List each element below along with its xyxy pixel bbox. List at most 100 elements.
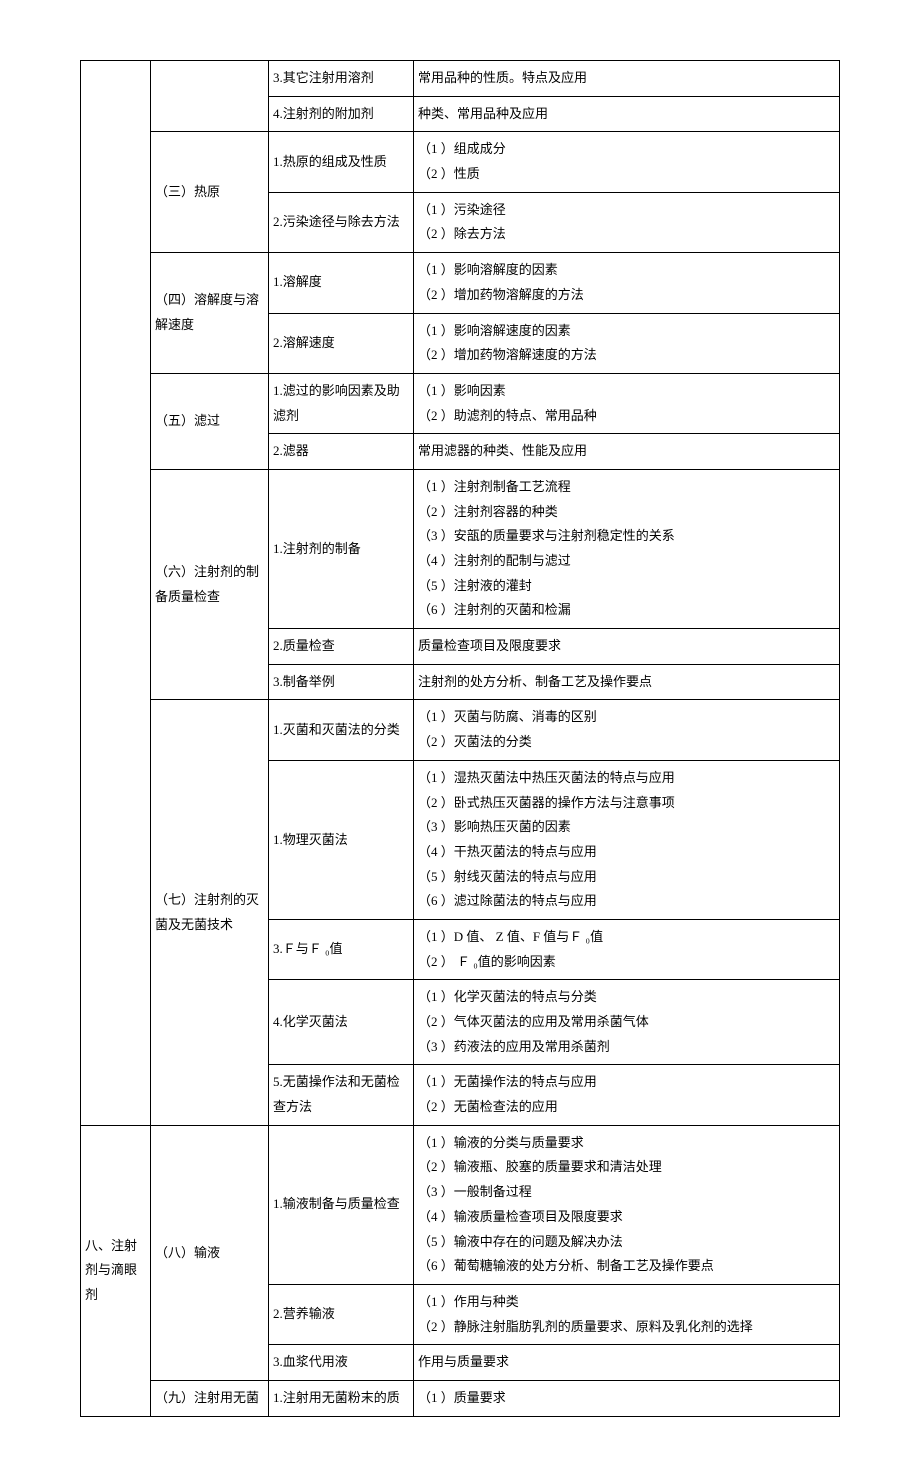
subsection-cell: （九）注射用无菌 bbox=[151, 1380, 269, 1416]
topic-cell: 1.注射剂的制备 bbox=[269, 469, 414, 628]
topic-cell: 4.注射剂的附加剂 bbox=[269, 96, 414, 132]
detail-line: （1 ）影响因素 bbox=[418, 379, 835, 404]
detail-line: 作用与质量要求 bbox=[418, 1350, 835, 1375]
subsection-cell: （八）输液 bbox=[151, 1125, 269, 1380]
detail-line: （2 ）无菌检查法的应用 bbox=[418, 1095, 835, 1120]
topic-cell: 3.其它注射用溶剂 bbox=[269, 61, 414, 97]
detail-cell: 注射剂的处方分析、制备工艺及操作要点 bbox=[414, 664, 840, 700]
section-cell: 八、注射剂与滴眼剂 bbox=[81, 1125, 151, 1416]
topic-cell: 1.溶解度 bbox=[269, 253, 414, 313]
topic-cell: 4.化学灭菌法 bbox=[269, 980, 414, 1065]
topic-cell: 2.滤器 bbox=[269, 434, 414, 470]
detail-line: （4 ）输液质量检查项目及限度要求 bbox=[418, 1205, 835, 1230]
detail-cell: （1 ）影响溶解速度的因素（2 ）增加药物溶解速度的方法 bbox=[414, 313, 840, 373]
detail-line: （3 ）一般制备过程 bbox=[418, 1180, 835, 1205]
table-row: （五）滤过1.滤过的影响因素及助滤剂（1 ）影响因素（2 ）助滤剂的特点、常用品… bbox=[81, 373, 840, 433]
table-row: （六）注射剂的制备质量检查1.注射剂的制备（1 ）注射剂制备工艺流程（2 ）注射… bbox=[81, 469, 840, 628]
detail-cell: （1 ）影响因素（2 ）助滤剂的特点、常用品种 bbox=[414, 373, 840, 433]
detail-line: （1 ）质量要求 bbox=[418, 1386, 835, 1411]
table-row: （七）注射剂的灭菌及无菌技术1.灭菌和灭菌法的分类（1 ）灭菌与防腐、消毒的区别… bbox=[81, 700, 840, 760]
detail-line: （1 ）影响溶解度的因素 bbox=[418, 258, 835, 283]
subsection-cell: （三）热原 bbox=[151, 132, 269, 253]
topic-cell: 2.营养输液 bbox=[269, 1284, 414, 1344]
table-row: （九）注射用无菌1.注射用无菌粉末的质（1 ）质量要求 bbox=[81, 1380, 840, 1416]
topic-cell: 1.灭菌和灭菌法的分类 bbox=[269, 700, 414, 760]
detail-line: （2 ）增加药物溶解度的方法 bbox=[418, 283, 835, 308]
table-row: 八、注射剂与滴眼剂（八）输液1.输液制备与质量检查（1 ）输液的分类与质量要求（… bbox=[81, 1125, 840, 1284]
detail-line: 常用品种的性质。特点及应用 bbox=[418, 66, 835, 91]
detail-line: 常用滤器的种类、性能及应用 bbox=[418, 439, 835, 464]
detail-cell: （1 ）污染途径（2 ）除去方法 bbox=[414, 192, 840, 252]
detail-cell: （1 ）无菌操作法的特点与应用（2 ）无菌检查法的应用 bbox=[414, 1065, 840, 1125]
topic-cell: 2.溶解速度 bbox=[269, 313, 414, 373]
detail-cell: 常用滤器的种类、性能及应用 bbox=[414, 434, 840, 470]
detail-line: （2 ）灭菌法的分类 bbox=[418, 730, 835, 755]
detail-line: （1 ）无菌操作法的特点与应用 bbox=[418, 1070, 835, 1095]
detail-cell: 种类、常用品种及应用 bbox=[414, 96, 840, 132]
topic-cell: 1.注射用无菌粉末的质 bbox=[269, 1380, 414, 1416]
detail-line: （5 ）射线灭菌法的特点与应用 bbox=[418, 865, 835, 890]
table-row: （三）热原1.热原的组成及性质（1 ）组成成分（2 ）性质 bbox=[81, 132, 840, 192]
topic-cell: 1.物理灭菌法 bbox=[269, 760, 414, 919]
topic-cell: 2.质量检查 bbox=[269, 629, 414, 665]
subsection-cell: （六）注射剂的制备质量检查 bbox=[151, 469, 269, 700]
topic-cell: 1.输液制备与质量检查 bbox=[269, 1125, 414, 1284]
detail-line: （6 ）葡萄糖输液的处方分析、制备工艺及操作要点 bbox=[418, 1254, 835, 1279]
detail-line: （5 ）注射液的灌封 bbox=[418, 574, 835, 599]
detail-cell: 质量检查项目及限度要求 bbox=[414, 629, 840, 665]
detail-line: （2 ）气体灭菌法的应用及常用杀菌气体 bbox=[418, 1010, 835, 1035]
detail-line: （1 ）湿热灭菌法中热压灭菌法的特点与应用 bbox=[418, 766, 835, 791]
detail-line: （1 ）D 值、 Z 值、F 值与Ｆ ₀值 bbox=[418, 925, 835, 950]
outline-table: 3.其它注射用溶剂常用品种的性质。特点及应用4.注射剂的附加剂种类、常用品种及应… bbox=[80, 60, 840, 1417]
detail-line: （3 ）药液法的应用及常用杀菌剂 bbox=[418, 1035, 835, 1060]
detail-line: （1 ）化学灭菌法的特点与分类 bbox=[418, 985, 835, 1010]
detail-cell: （1 ）质量要求 bbox=[414, 1380, 840, 1416]
detail-line: （1 ）污染途径 bbox=[418, 198, 835, 223]
topic-cell: 3.制备举例 bbox=[269, 664, 414, 700]
topic-cell: 2.污染途径与除去方法 bbox=[269, 192, 414, 252]
detail-cell: （1 ）注射剂制备工艺流程（2 ）注射剂容器的种类（3 ）安瓿的质量要求与注射剂… bbox=[414, 469, 840, 628]
detail-line: （2 ） Ｆ ₀值的影响因素 bbox=[418, 950, 835, 975]
detail-cell: （1 ）D 值、 Z 值、F 值与Ｆ ₀值（2 ） Ｆ ₀值的影响因素 bbox=[414, 919, 840, 979]
detail-line: （4 ）注射剂的配制与滤过 bbox=[418, 549, 835, 574]
detail-line: （1 ）组成成分 bbox=[418, 137, 835, 162]
detail-line: （2 ）静脉注射脂肪乳剂的质量要求、原料及乳化剂的选择 bbox=[418, 1315, 835, 1340]
detail-line: （1 ）注射剂制备工艺流程 bbox=[418, 475, 835, 500]
detail-line: （1 ）作用与种类 bbox=[418, 1290, 835, 1315]
table-row: （四）溶解度与溶解速度1.溶解度（1 ）影响溶解度的因素（2 ）增加药物溶解度的… bbox=[81, 253, 840, 313]
detail-cell: （1 ）作用与种类（2 ）静脉注射脂肪乳剂的质量要求、原料及乳化剂的选择 bbox=[414, 1284, 840, 1344]
detail-line: （6 ）注射剂的灭菌和检漏 bbox=[418, 598, 835, 623]
detail-cell: （1 ）化学灭菌法的特点与分类（2 ）气体灭菌法的应用及常用杀菌气体（3 ）药液… bbox=[414, 980, 840, 1065]
detail-line: （2 ）增加药物溶解速度的方法 bbox=[418, 343, 835, 368]
detail-line: （3 ）安瓿的质量要求与注射剂稳定性的关系 bbox=[418, 524, 835, 549]
detail-line: （3 ）影响热压灭菌的因素 bbox=[418, 815, 835, 840]
detail-line: 种类、常用品种及应用 bbox=[418, 102, 835, 127]
detail-line: （2 ）输液瓶、胶塞的质量要求和清洁处理 bbox=[418, 1155, 835, 1180]
detail-line: （6 ）滤过除菌法的特点与应用 bbox=[418, 889, 835, 914]
section-cell bbox=[81, 61, 151, 1126]
subsection-cell: （七）注射剂的灭菌及无菌技术 bbox=[151, 700, 269, 1125]
detail-line: （2 ）卧式热压灭菌器的操作方法与注意事项 bbox=[418, 791, 835, 816]
detail-cell: 作用与质量要求 bbox=[414, 1345, 840, 1381]
detail-line: （4 ）干热灭菌法的特点与应用 bbox=[418, 840, 835, 865]
detail-cell: （1 ）输液的分类与质量要求（2 ）输液瓶、胶塞的质量要求和清洁处理（3 ）一般… bbox=[414, 1125, 840, 1284]
detail-line: （5 ）输液中存在的问题及解决办法 bbox=[418, 1230, 835, 1255]
detail-cell: （1 ）影响溶解度的因素（2 ）增加药物溶解度的方法 bbox=[414, 253, 840, 313]
detail-line: （1 ）输液的分类与质量要求 bbox=[418, 1131, 835, 1156]
subsection-cell bbox=[151, 61, 269, 132]
detail-line: （2 ）注射剂容器的种类 bbox=[418, 500, 835, 525]
topic-cell: 3.Ｆ与Ｆ ₀值 bbox=[269, 919, 414, 979]
topic-cell: 5.无菌操作法和无菌检查方法 bbox=[269, 1065, 414, 1125]
topic-cell: 1.热原的组成及性质 bbox=[269, 132, 414, 192]
topic-cell: 1.滤过的影响因素及助滤剂 bbox=[269, 373, 414, 433]
detail-cell: （1 ）灭菌与防腐、消毒的区别（2 ）灭菌法的分类 bbox=[414, 700, 840, 760]
detail-line: 注射剂的处方分析、制备工艺及操作要点 bbox=[418, 670, 835, 695]
detail-line: （1 ）灭菌与防腐、消毒的区别 bbox=[418, 705, 835, 730]
topic-cell: 3.血浆代用液 bbox=[269, 1345, 414, 1381]
detail-line: 质量检查项目及限度要求 bbox=[418, 634, 835, 659]
detail-line: （2 ）除去方法 bbox=[418, 222, 835, 247]
table-row: 3.其它注射用溶剂常用品种的性质。特点及应用 bbox=[81, 61, 840, 97]
detail-line: （1 ）影响溶解速度的因素 bbox=[418, 319, 835, 344]
subsection-cell: （四）溶解度与溶解速度 bbox=[151, 253, 269, 374]
detail-line: （2 ）助滤剂的特点、常用品种 bbox=[418, 404, 835, 429]
